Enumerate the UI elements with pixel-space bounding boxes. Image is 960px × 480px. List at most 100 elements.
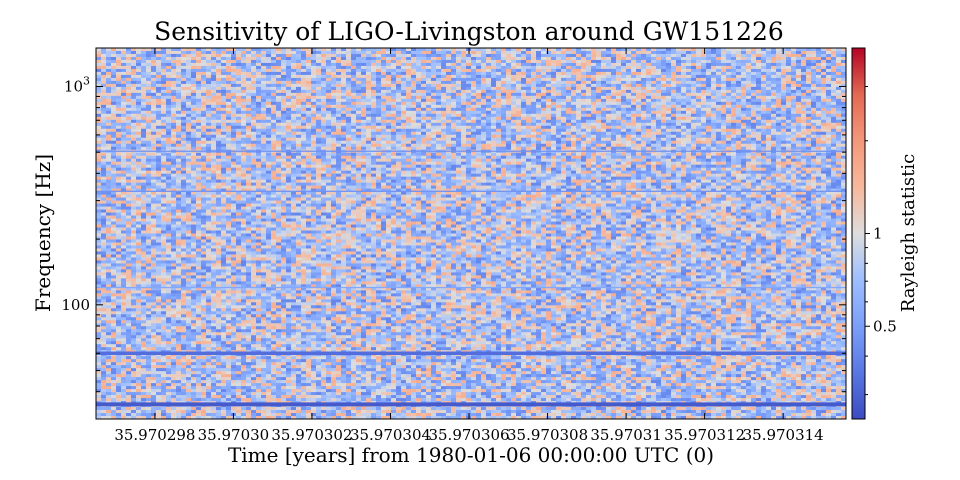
heatmap-cell xyxy=(736,92,742,97)
heatmap-cell xyxy=(521,86,527,91)
heatmap-cell xyxy=(636,74,642,79)
heatmap-cell xyxy=(626,89,632,94)
heatmap-cell xyxy=(356,48,362,52)
heatmap-cell xyxy=(266,146,272,151)
heatmap-cell xyxy=(711,134,717,139)
heatmap-cell xyxy=(206,56,212,61)
heatmap-cell xyxy=(781,65,787,70)
heatmap-cell xyxy=(391,92,397,97)
heatmap-cell xyxy=(391,50,397,55)
heatmap-cell xyxy=(556,48,562,52)
heatmap-cell xyxy=(636,113,642,118)
heatmap-cell xyxy=(436,131,442,136)
heatmap-cell xyxy=(191,68,197,73)
heatmap-cell xyxy=(186,119,192,124)
heatmap-cell xyxy=(811,104,817,109)
heatmap-cell xyxy=(446,131,452,136)
heatmap-cell xyxy=(456,48,462,52)
heatmap-cell xyxy=(716,48,722,52)
heatmap-cell xyxy=(216,116,222,121)
heatmap-cell xyxy=(106,74,112,79)
heatmap-cell xyxy=(506,65,512,70)
heatmap-cell xyxy=(291,116,297,121)
heatmap-cell xyxy=(226,143,232,148)
heatmap-cell xyxy=(776,140,782,145)
heatmap-cell xyxy=(181,134,187,139)
heatmap-cell xyxy=(96,68,102,73)
heatmap-cell xyxy=(746,50,752,55)
heatmap-cell xyxy=(561,128,567,133)
heatmap-cell xyxy=(631,71,637,76)
heatmap-cell xyxy=(526,59,532,64)
heatmap-cell xyxy=(386,74,392,79)
heatmap-cell xyxy=(741,122,747,127)
heatmap-cell xyxy=(131,140,137,145)
heatmap-cell xyxy=(451,104,457,109)
heatmap-cell xyxy=(591,134,597,139)
heatmap-cell xyxy=(561,59,567,64)
heatmap-cell xyxy=(421,59,427,64)
heatmap-cell xyxy=(486,56,492,61)
heatmap-cell xyxy=(186,83,192,88)
heatmap-cell xyxy=(151,140,157,145)
heatmap-cell xyxy=(151,53,157,58)
heatmap-cell xyxy=(341,80,347,85)
heatmap-cell xyxy=(406,83,412,88)
heatmap-cell xyxy=(111,110,117,115)
heatmap-cell xyxy=(126,131,132,136)
heatmap-cell xyxy=(501,50,507,55)
heatmap-cell xyxy=(266,110,272,115)
heatmap-cell xyxy=(96,95,102,100)
heatmap-cell xyxy=(641,71,647,76)
heatmap-cell xyxy=(741,62,747,67)
heatmap-cell xyxy=(201,122,207,127)
heatmap-cell xyxy=(366,131,372,136)
heatmap-cell xyxy=(356,89,362,94)
heatmap-cell xyxy=(546,68,552,73)
heatmap-cell xyxy=(366,107,372,112)
heatmap-cell xyxy=(491,128,497,133)
heatmap-cell xyxy=(321,104,327,109)
heatmap-cell xyxy=(631,74,637,79)
heatmap-cell xyxy=(431,131,437,136)
heatmap-cell xyxy=(511,104,517,109)
heatmap-cell xyxy=(401,131,407,136)
heatmap-cell xyxy=(471,131,477,136)
heatmap-cell xyxy=(696,143,702,148)
heatmap-cell xyxy=(676,74,682,79)
heatmap-cell xyxy=(731,86,737,91)
heatmap-cell xyxy=(161,92,167,97)
heatmap-cell xyxy=(436,125,442,130)
heatmap-cell xyxy=(316,104,322,109)
heatmap-cell xyxy=(316,53,322,58)
heatmap-cell xyxy=(376,53,382,58)
heatmap-cell xyxy=(271,140,277,145)
heatmap-cell xyxy=(306,62,312,67)
heatmap-cell xyxy=(281,143,287,148)
heatmap-cell xyxy=(561,143,567,148)
heatmap-cell xyxy=(246,48,252,52)
heatmap-cell xyxy=(236,86,242,91)
heatmap-cell xyxy=(151,128,157,133)
heatmap-cell xyxy=(486,48,492,52)
heatmap-cell xyxy=(281,68,287,73)
heatmap-cell xyxy=(596,137,602,142)
heatmap-cell xyxy=(346,116,352,121)
heatmap-cell xyxy=(146,89,152,94)
heatmap-cell xyxy=(606,137,612,142)
heatmap-cell xyxy=(726,62,732,67)
heatmap-cell xyxy=(246,83,252,88)
heatmap-cell xyxy=(611,98,617,103)
heatmap-cell xyxy=(546,95,552,100)
heatmap-cell xyxy=(201,104,207,109)
heatmap-cell xyxy=(666,83,672,88)
heatmap-cell xyxy=(541,89,547,94)
heatmap-cell xyxy=(281,59,287,64)
heatmap-cell xyxy=(396,56,402,61)
heatmap-cell xyxy=(101,56,107,61)
heatmap-cell xyxy=(786,131,792,136)
heatmap-cell xyxy=(236,53,242,58)
heatmap-cell xyxy=(436,89,442,94)
heatmap-cell xyxy=(341,68,347,73)
heatmap-cell xyxy=(616,125,622,130)
